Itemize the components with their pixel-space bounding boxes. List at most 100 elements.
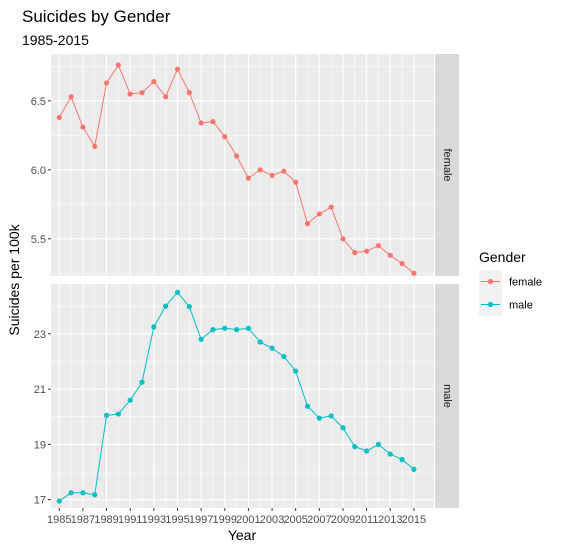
data-point — [375, 441, 382, 447]
data-point — [80, 490, 86, 496]
data-point — [316, 415, 322, 421]
data-point — [257, 339, 263, 345]
data-point — [127, 397, 133, 403]
y-tick-label: 21 — [34, 384, 46, 396]
data-point — [222, 134, 228, 140]
facet-strip — [435, 284, 459, 508]
chart-title: Suicides by Gender — [22, 7, 171, 26]
data-point — [233, 327, 240, 333]
data-point — [364, 248, 370, 254]
data-point — [352, 249, 358, 256]
legend-label: male — [509, 300, 533, 312]
legend-key-point — [487, 278, 494, 285]
x-tick-label: 2003 — [260, 514, 284, 526]
legend-entry-female: female — [479, 270, 542, 293]
x-tick-label: 2015 — [402, 514, 426, 526]
legend-entry-male: male — [479, 293, 533, 316]
x-tick-label: 1997 — [189, 514, 213, 526]
data-point — [281, 353, 287, 360]
data-point — [174, 66, 181, 72]
data-point — [328, 204, 334, 210]
data-point — [269, 345, 275, 351]
y-tick-label: 5.5 — [31, 234, 46, 246]
y-axis-title: Suicides per 100k — [6, 223, 22, 335]
data-point — [174, 289, 181, 295]
data-point — [92, 143, 98, 149]
facet-strip — [435, 54, 459, 276]
y-tick-label: 17 — [34, 495, 46, 507]
data-point — [198, 336, 204, 342]
data-point — [210, 118, 216, 125]
facet-strip-label: male — [441, 384, 453, 408]
data-point — [411, 466, 417, 472]
x-tick-label: 2011 — [355, 514, 379, 526]
data-point — [210, 327, 216, 333]
x-tick-label: 1989 — [94, 514, 118, 526]
data-point — [399, 260, 405, 267]
y-tick-label: 6.0 — [31, 165, 46, 177]
data-point — [328, 413, 334, 419]
data-point — [316, 211, 322, 217]
facet-male: 17 19 21 23 male — [34, 284, 459, 508]
data-point — [387, 451, 393, 457]
data-point — [304, 403, 311, 409]
data-point — [68, 94, 74, 100]
data-point — [375, 243, 382, 249]
panel-background — [51, 284, 434, 508]
x-tick-label: 1999 — [213, 514, 237, 526]
data-point — [92, 492, 98, 498]
x-tick-label: 1993 — [142, 514, 166, 526]
data-point — [293, 368, 299, 374]
data-point — [127, 91, 133, 97]
data-point — [198, 120, 204, 126]
x-tick-label: 1985 — [47, 514, 71, 526]
data-point — [103, 412, 110, 418]
data-point — [151, 324, 157, 330]
x-tick-label: 1995 — [165, 514, 189, 526]
data-point — [257, 167, 263, 173]
data-point — [340, 236, 346, 242]
facet-female: 5.5 6.0 6.5 female — [31, 54, 459, 276]
data-point — [304, 221, 311, 227]
y-tick-label: 19 — [34, 439, 46, 451]
panel-background — [51, 54, 434, 276]
data-point — [151, 78, 157, 85]
x-tick-label: 2007 — [307, 514, 331, 526]
facet-panels: 5.5 6.0 6.5 female 17 19 21 23 male 1985 1987 1989 1… — [31, 54, 459, 526]
y-tick-label: 6.5 — [31, 96, 46, 108]
data-point — [245, 325, 252, 331]
data-point — [233, 153, 240, 159]
data-point — [163, 94, 169, 100]
data-point — [222, 325, 228, 331]
y-tick-label: 23 — [34, 329, 46, 341]
data-point — [340, 425, 346, 431]
data-point — [269, 172, 275, 178]
data-point — [139, 90, 145, 96]
x-tick-label: 2013 — [378, 514, 402, 526]
data-point — [139, 379, 145, 385]
data-point — [387, 252, 393, 258]
data-point — [364, 448, 370, 454]
facet-strip-label: female — [441, 148, 453, 181]
x-tick-label: 1987 — [71, 514, 95, 526]
data-point — [115, 411, 121, 417]
legend-title: Gender — [479, 249, 526, 265]
data-point — [411, 270, 417, 276]
legend-label: female — [509, 277, 542, 289]
chart-subtitle: 1985-2015 — [22, 32, 89, 48]
data-point — [103, 80, 110, 86]
data-point — [293, 179, 299, 185]
x-tick-label: 2009 — [331, 514, 355, 526]
x-axis-title: Year — [228, 527, 257, 543]
data-point — [68, 490, 74, 496]
data-point — [80, 124, 86, 130]
legend: Gender female male — [479, 249, 542, 316]
data-point — [163, 303, 169, 309]
data-point — [281, 168, 287, 174]
data-point — [56, 114, 62, 121]
data-point — [399, 457, 405, 463]
legend-key-point — [487, 301, 494, 308]
data-point — [186, 90, 192, 96]
x-tick-label: 2001 — [236, 514, 260, 526]
